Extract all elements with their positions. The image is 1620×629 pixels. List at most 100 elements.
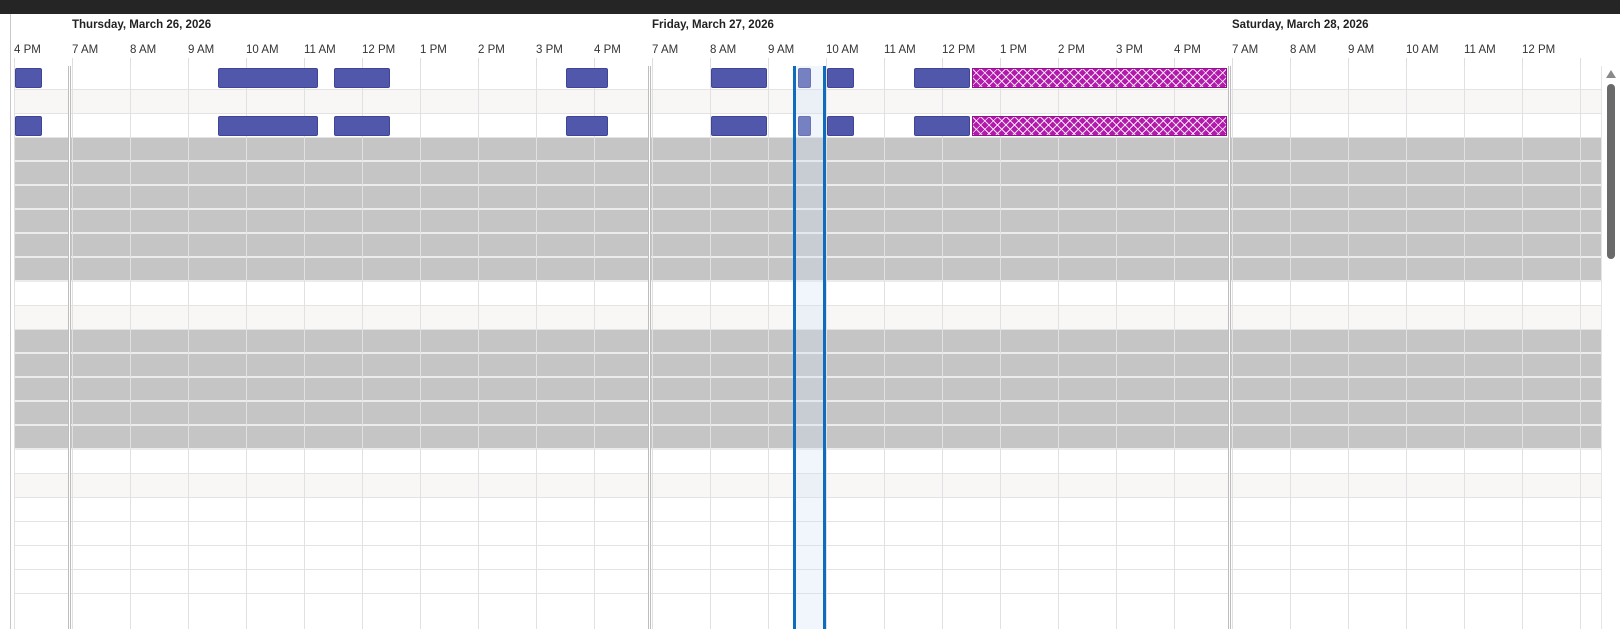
hour-gridline xyxy=(826,66,827,629)
booking-block[interactable] xyxy=(334,116,390,136)
current-time-layer xyxy=(14,14,1602,629)
resource-row[interactable] xyxy=(14,498,1602,522)
current-time-marker xyxy=(793,66,826,629)
hatched-booking[interactable] xyxy=(972,116,1227,136)
hour-gridline xyxy=(1116,66,1117,629)
hour-gridline xyxy=(1290,66,1291,629)
hour-gridline xyxy=(130,66,131,629)
hour-label: 9 AM xyxy=(1348,44,1375,56)
hour-label: 2 PM xyxy=(1058,44,1085,56)
hour-tick xyxy=(246,58,247,66)
resource-row[interactable] xyxy=(14,138,1602,162)
hour-tick xyxy=(594,58,595,66)
hour-gridline xyxy=(420,66,421,629)
resource-row[interactable] xyxy=(14,354,1602,378)
hour-tick xyxy=(942,58,943,66)
resource-row[interactable] xyxy=(14,426,1602,450)
hour-label: 8 AM xyxy=(130,44,157,56)
hour-tick xyxy=(188,58,189,66)
hour-tick xyxy=(130,58,131,66)
resource-row[interactable] xyxy=(14,90,1602,114)
hour-tick xyxy=(1290,58,1291,66)
booking-block[interactable] xyxy=(15,68,42,88)
hour-label: 11 AM xyxy=(1464,44,1496,56)
scroll-thumb[interactable] xyxy=(1607,84,1615,259)
resource-row[interactable] xyxy=(14,378,1602,402)
hour-label: 7 AM xyxy=(652,44,679,56)
hour-label: 8 AM xyxy=(1290,44,1317,56)
hour-gridline xyxy=(594,66,595,629)
hour-tick xyxy=(536,58,537,66)
resource-row[interactable] xyxy=(14,570,1602,594)
hatched-booking[interactable] xyxy=(972,68,1227,88)
booking-block[interactable] xyxy=(334,68,390,88)
resource-row[interactable] xyxy=(14,330,1602,354)
hour-label: 1 PM xyxy=(1000,44,1027,56)
resource-row[interactable] xyxy=(14,402,1602,426)
booking-block[interactable] xyxy=(15,116,42,136)
resource-row[interactable] xyxy=(14,258,1602,282)
hour-tick xyxy=(710,58,711,66)
resource-row[interactable] xyxy=(14,234,1602,258)
resource-pane-edge xyxy=(0,14,11,629)
bookings-layer xyxy=(14,14,1602,629)
hour-label: 10 AM xyxy=(246,44,279,56)
hour-gridline xyxy=(768,66,769,629)
resource-rows xyxy=(14,14,1602,629)
hour-tick xyxy=(304,58,305,66)
hour-tick xyxy=(1464,58,1465,66)
timeline-grid[interactable]: Thursday, March 26, 2026 Friday, March 27… xyxy=(14,14,1602,629)
hour-label: 10 AM xyxy=(826,44,859,56)
hour-tick xyxy=(1348,58,1349,66)
resource-row[interactable] xyxy=(14,306,1602,330)
scroll-up-arrow-icon[interactable] xyxy=(1606,70,1616,78)
resource-row[interactable] xyxy=(14,522,1602,546)
hour-tick xyxy=(826,58,827,66)
resource-row[interactable] xyxy=(14,186,1602,210)
hour-gridline xyxy=(72,66,73,629)
booking-block[interactable] xyxy=(827,116,854,136)
resource-row[interactable] xyxy=(14,282,1602,306)
hour-label: 11 AM xyxy=(304,44,336,56)
schedule-board[interactable]: Thursday, March 26, 2026 Friday, March 27… xyxy=(0,14,1620,629)
hour-gridline xyxy=(884,66,885,629)
booking-block[interactable] xyxy=(711,68,767,88)
booking-block[interactable] xyxy=(711,116,767,136)
resource-row[interactable] xyxy=(14,546,1602,570)
hour-gridline xyxy=(362,66,363,629)
hour-label: 12 PM xyxy=(942,44,976,56)
hour-tick xyxy=(1406,58,1407,66)
hour-tick xyxy=(478,58,479,66)
hour-gridline xyxy=(478,66,479,629)
vertical-scrollbar[interactable] xyxy=(1601,66,1620,629)
hour-label: 4 PM xyxy=(14,44,41,56)
hour-label: 7 AM xyxy=(1232,44,1259,56)
hour-gridline xyxy=(1464,66,1465,629)
hour-gridline xyxy=(1058,66,1059,629)
hour-label: 1 PM xyxy=(420,44,447,56)
hour-tick xyxy=(768,58,769,66)
day-separator xyxy=(68,66,71,629)
hour-tick xyxy=(1058,58,1059,66)
booking-block[interactable] xyxy=(566,68,608,88)
resource-row[interactable] xyxy=(14,450,1602,474)
booking-block[interactable] xyxy=(827,68,854,88)
hour-tick xyxy=(14,58,15,66)
hour-tick xyxy=(1580,58,1581,66)
booking-block[interactable] xyxy=(914,116,970,136)
hour-label: 12 PM xyxy=(362,44,396,56)
resource-row[interactable] xyxy=(14,474,1602,498)
booking-block[interactable] xyxy=(914,68,970,88)
booking-block[interactable] xyxy=(566,116,608,136)
resource-row[interactable] xyxy=(14,210,1602,234)
booking-block[interactable] xyxy=(218,116,318,136)
hour-tick xyxy=(1232,58,1233,66)
booking-block[interactable] xyxy=(798,68,811,88)
resource-row[interactable] xyxy=(14,162,1602,186)
hour-tick xyxy=(420,58,421,66)
booking-block[interactable] xyxy=(798,116,811,136)
hour-gridlines xyxy=(14,14,1602,629)
hour-label: 9 AM xyxy=(188,44,215,56)
hour-label: 3 PM xyxy=(1116,44,1143,56)
booking-block[interactable] xyxy=(218,68,318,88)
